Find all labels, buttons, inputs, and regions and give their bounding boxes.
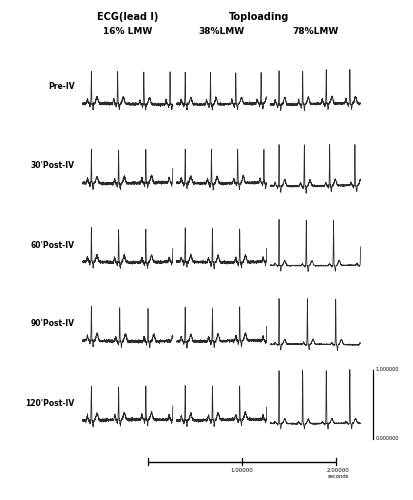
Text: 38%LMW: 38%LMW xyxy=(198,26,244,36)
Text: Toploading: Toploading xyxy=(228,12,289,22)
Text: 2.00000: 2.00000 xyxy=(326,468,349,472)
Text: 120'Post-IV: 120'Post-IV xyxy=(25,398,74,407)
Text: 1.00000: 1.00000 xyxy=(230,468,253,472)
Text: ECG(lead I): ECG(lead I) xyxy=(97,12,158,22)
Text: 30'Post-IV: 30'Post-IV xyxy=(31,162,74,170)
Text: 0.000000: 0.000000 xyxy=(375,436,398,441)
Text: Pre-IV: Pre-IV xyxy=(48,82,74,92)
Text: 90'Post-IV: 90'Post-IV xyxy=(31,320,74,328)
Text: 1.000000: 1.000000 xyxy=(375,368,398,372)
Text: 78%LMW: 78%LMW xyxy=(292,26,338,36)
Text: 60'Post-IV: 60'Post-IV xyxy=(31,240,74,250)
Text: seconds: seconds xyxy=(327,474,348,478)
Text: 16% LMW: 16% LMW xyxy=(103,26,152,36)
